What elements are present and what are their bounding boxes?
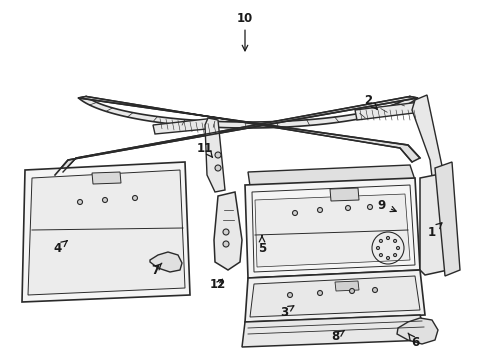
Circle shape	[393, 239, 396, 242]
Polygon shape	[255, 194, 410, 267]
Polygon shape	[214, 192, 242, 270]
Text: 8: 8	[331, 330, 344, 343]
Circle shape	[393, 253, 396, 257]
Circle shape	[223, 241, 229, 247]
Text: 9: 9	[378, 198, 396, 212]
Polygon shape	[245, 270, 425, 322]
Polygon shape	[250, 276, 420, 317]
Polygon shape	[55, 96, 417, 175]
Polygon shape	[248, 165, 415, 186]
Circle shape	[372, 288, 377, 292]
Polygon shape	[242, 315, 428, 347]
Text: 11: 11	[197, 141, 213, 157]
Polygon shape	[245, 178, 420, 278]
Circle shape	[215, 152, 221, 158]
Circle shape	[318, 291, 322, 296]
Circle shape	[376, 247, 379, 249]
Text: 12: 12	[210, 279, 226, 292]
Circle shape	[288, 292, 293, 297]
Polygon shape	[78, 96, 420, 162]
Text: 10: 10	[237, 12, 253, 51]
Polygon shape	[355, 102, 422, 120]
Circle shape	[387, 237, 390, 239]
Polygon shape	[397, 318, 438, 344]
Circle shape	[349, 288, 354, 293]
Text: 2: 2	[364, 94, 377, 109]
Circle shape	[102, 198, 107, 202]
Polygon shape	[205, 118, 225, 192]
Polygon shape	[412, 95, 445, 185]
Polygon shape	[78, 96, 417, 128]
Text: 3: 3	[280, 306, 294, 319]
Polygon shape	[22, 162, 190, 302]
Circle shape	[132, 195, 138, 201]
Polygon shape	[420, 174, 448, 275]
Circle shape	[293, 211, 297, 216]
Text: 7: 7	[151, 263, 162, 276]
Polygon shape	[28, 170, 185, 295]
Circle shape	[77, 199, 82, 204]
Circle shape	[379, 239, 382, 242]
Polygon shape	[435, 162, 460, 276]
Circle shape	[223, 229, 229, 235]
Polygon shape	[330, 188, 359, 201]
Polygon shape	[153, 118, 217, 134]
Circle shape	[345, 206, 350, 211]
Text: 6: 6	[408, 333, 419, 348]
Circle shape	[379, 253, 382, 257]
Text: 5: 5	[258, 236, 266, 255]
Text: 4: 4	[54, 240, 67, 255]
Circle shape	[368, 204, 372, 210]
Circle shape	[396, 247, 399, 249]
Polygon shape	[150, 252, 182, 272]
Text: 1: 1	[428, 223, 442, 239]
Polygon shape	[92, 172, 121, 184]
Circle shape	[318, 207, 322, 212]
Circle shape	[215, 165, 221, 171]
Circle shape	[387, 256, 390, 260]
Polygon shape	[335, 281, 359, 291]
